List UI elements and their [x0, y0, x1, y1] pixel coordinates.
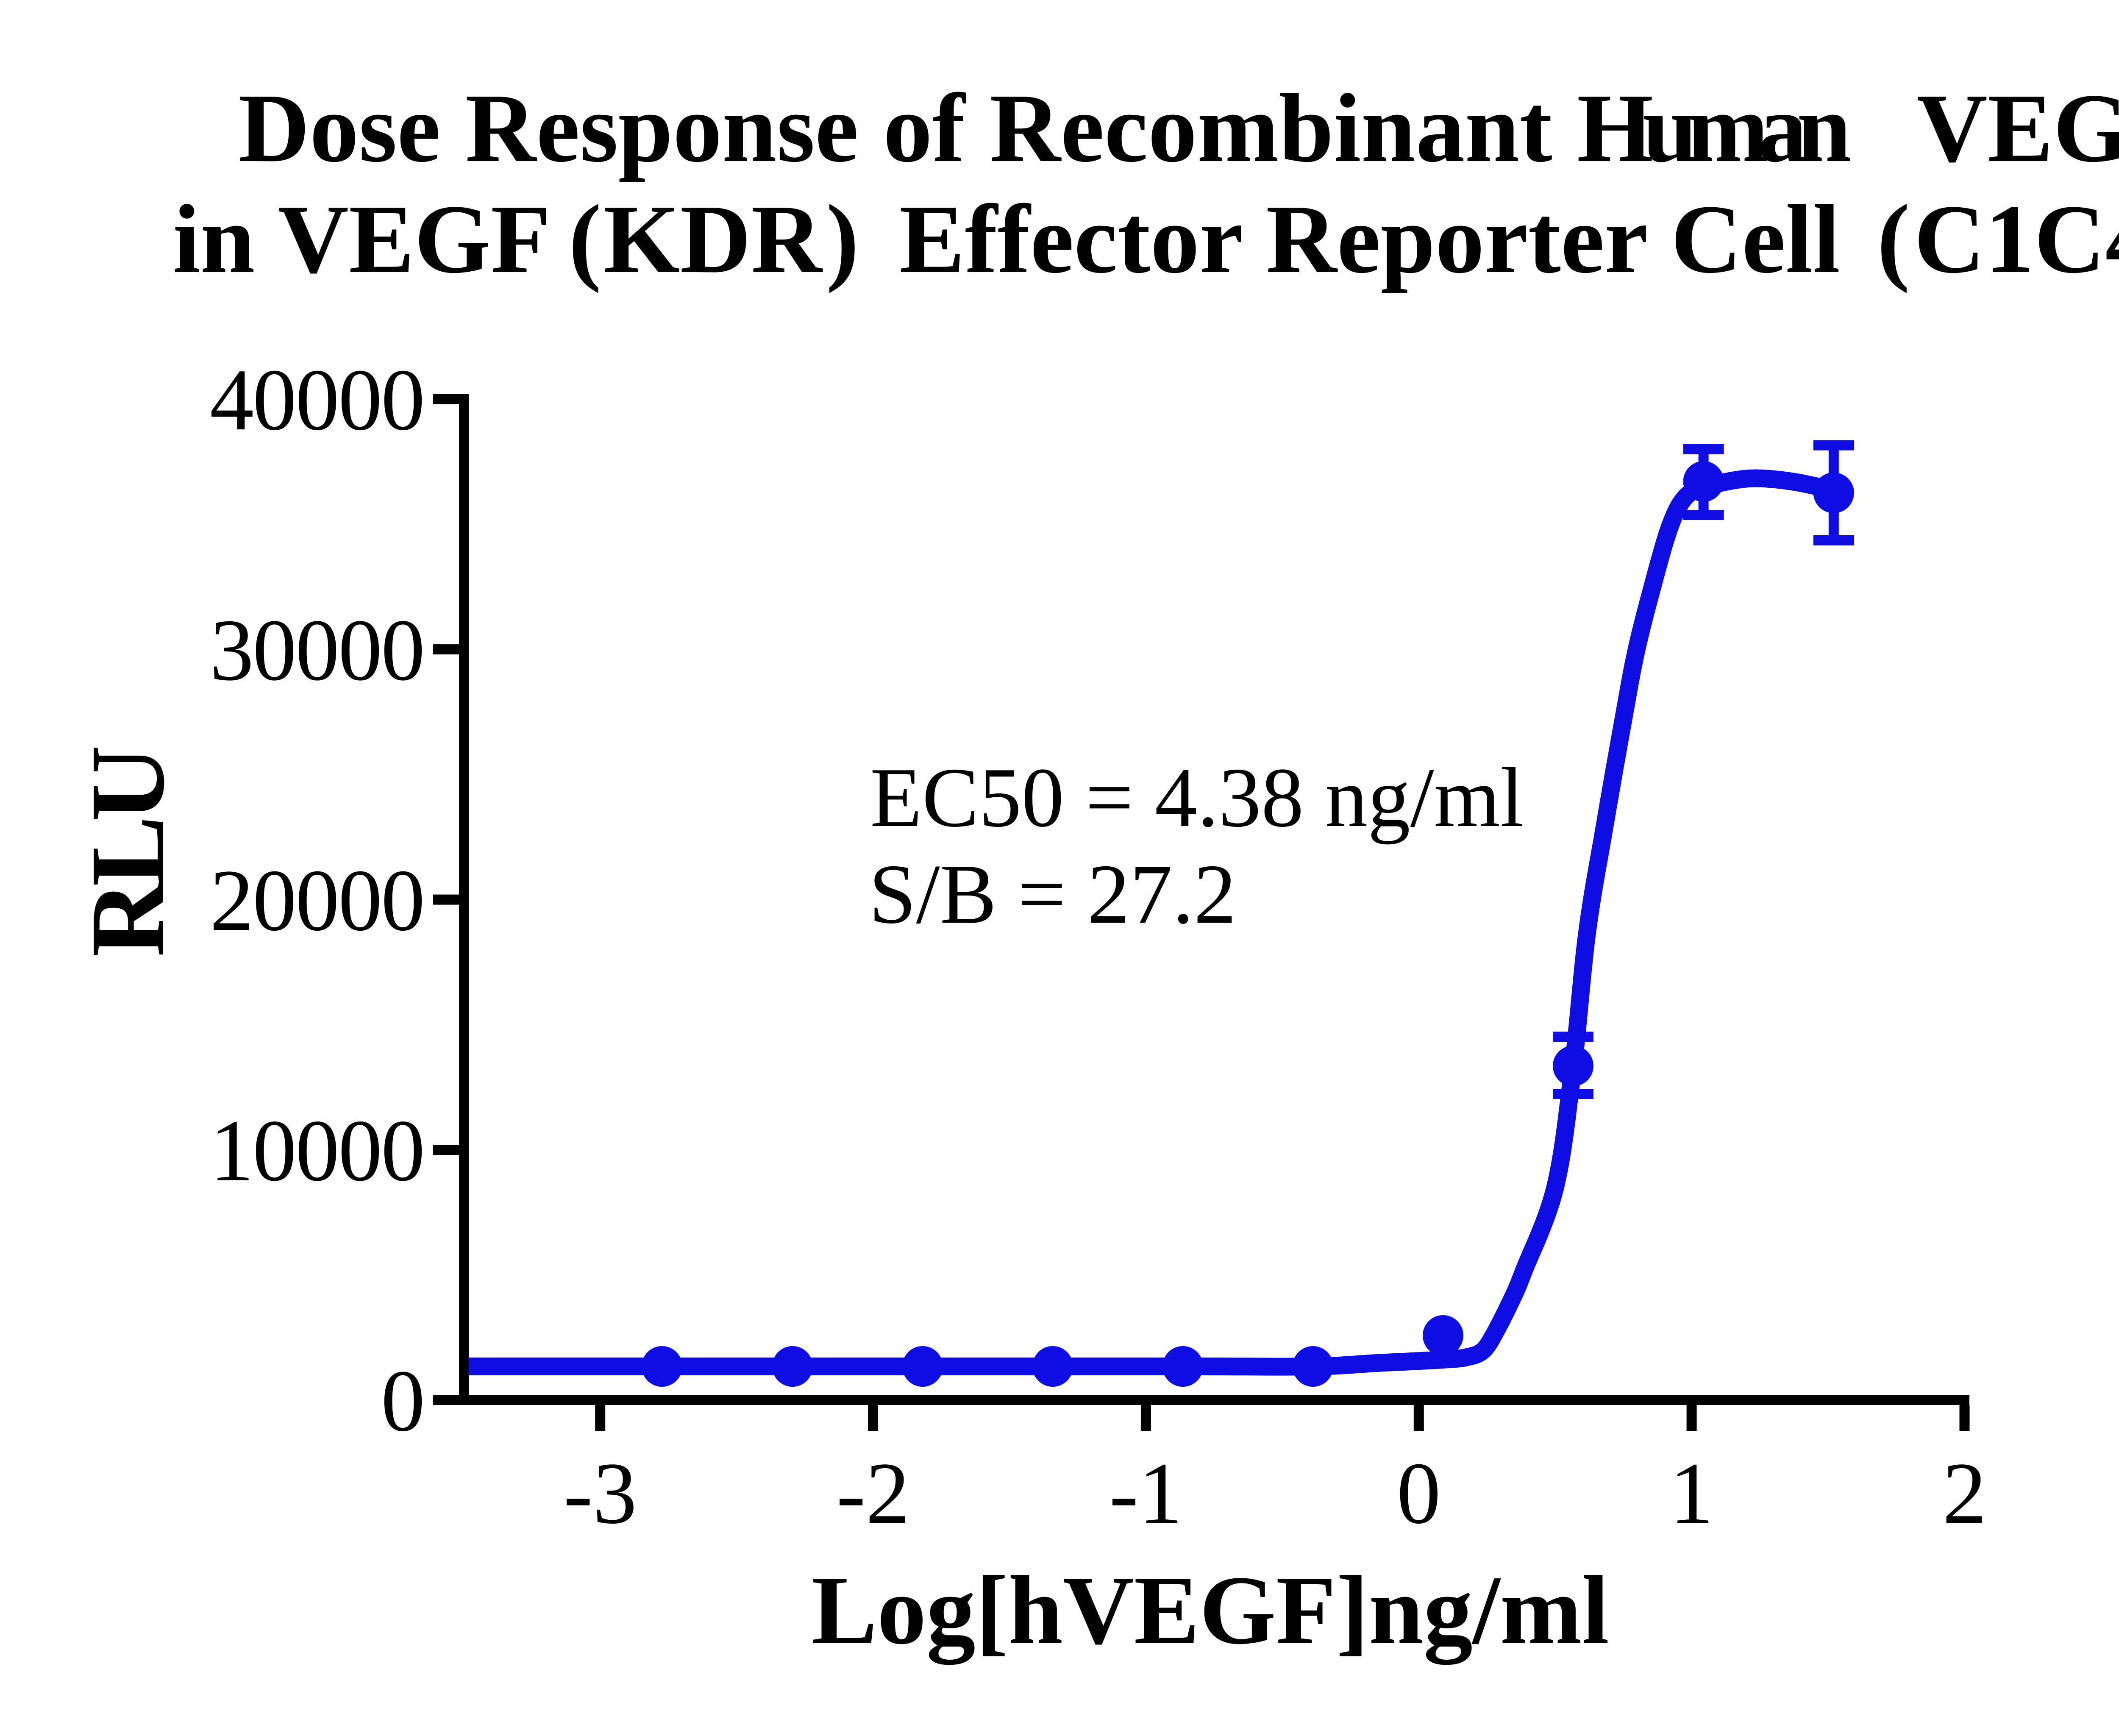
svg-text:1: 1 — [1670, 1444, 1714, 1542]
svg-text:EC50 = 4.38 ng/ml: EC50 = 4.38 ng/ml — [870, 751, 1524, 845]
svg-text:10000: 10000 — [210, 1102, 424, 1199]
svg-text:-2: -2 — [836, 1444, 909, 1542]
svg-text:0: 0 — [1397, 1444, 1441, 1542]
svg-text:in VEGF(KDR)Effector Reporter: in VEGF(KDR)Effector Reporter Cell(C1C42… — [173, 185, 2119, 294]
svg-text:30000: 30000 — [210, 601, 424, 699]
svg-text:Dose Response of Recombinant H: Dose Response of Recombinant Human VEGF — [239, 74, 2119, 183]
svg-text:20000: 20000 — [210, 851, 424, 949]
svg-text:RLU: RLU — [69, 748, 186, 957]
svg-text:2: 2 — [1943, 1444, 1987, 1542]
svg-text:40000: 40000 — [210, 351, 424, 448]
svg-text:Log[hVEGF]ng/ml: Log[hVEGF]ng/ml — [812, 1556, 1609, 1665]
svg-text:S/B = 27.2: S/B = 27.2 — [869, 847, 1236, 941]
svg-text:-3: -3 — [564, 1444, 637, 1542]
svg-text:-1: -1 — [1109, 1444, 1182, 1542]
svg-text:0: 0 — [381, 1352, 424, 1449]
